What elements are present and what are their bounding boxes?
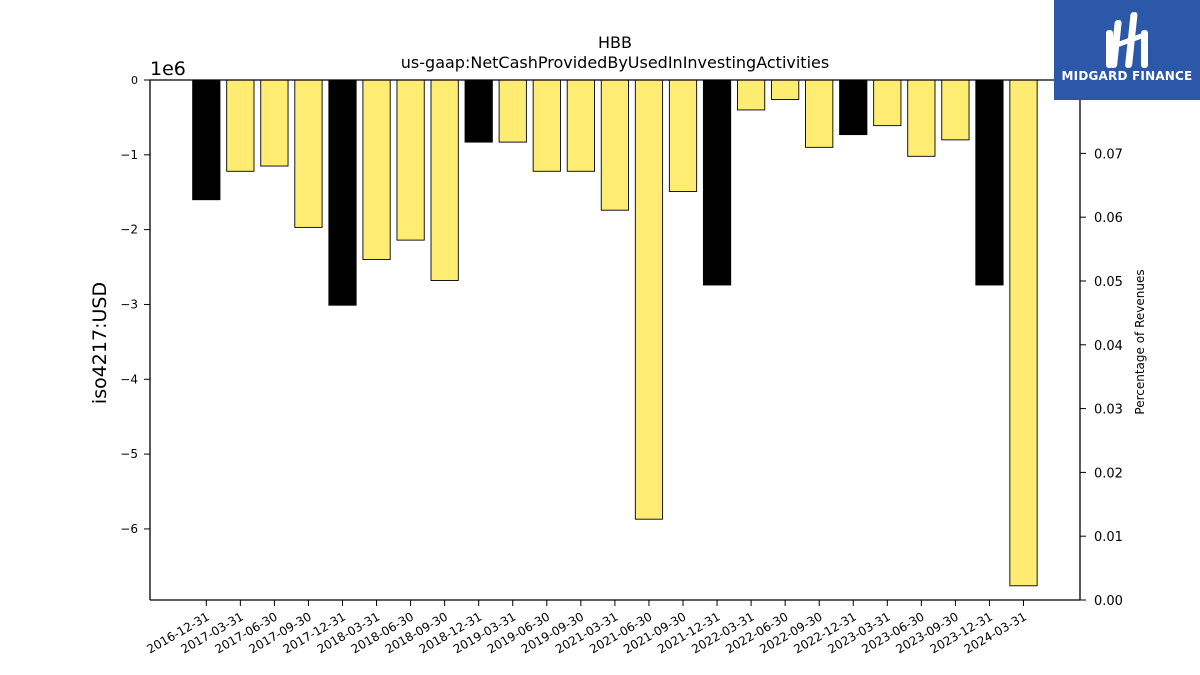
- y2-tick-label-0.01: 0.01: [1094, 530, 1123, 545]
- bar-2021-03-31: [600, 79, 629, 211]
- y-tick-label-0: 0: [131, 74, 138, 87]
- bar-2019-09-30: [566, 79, 595, 172]
- y2-axis-label: Percentage of Revenues: [1133, 269, 1147, 414]
- y-axis-label: iso4217:USD: [89, 282, 111, 404]
- bar-2019-03-31: [498, 79, 527, 143]
- bar-2017-06-30: [260, 79, 289, 167]
- bars-layer: [192, 79, 1038, 587]
- midgard-m-icon: [1106, 12, 1148, 68]
- bar-2018-03-31: [362, 79, 391, 261]
- bar-2016-12-31: [192, 79, 221, 201]
- bar-2021-09-30: [668, 79, 698, 192]
- y-tick-label--4: −4: [120, 372, 138, 386]
- bar-2023-09-30: [941, 79, 970, 141]
- y2-tick-label-0.03: 0.03: [1094, 403, 1123, 418]
- y-tick-label--5: −5: [120, 447, 138, 461]
- y-tick-label--3: −3: [120, 297, 138, 311]
- y2-tick-label-0.04: 0.04: [1094, 339, 1123, 354]
- bar-2023-12-31: [975, 79, 1004, 286]
- bar-2023-06-30: [907, 79, 936, 157]
- bar-2018-06-30: [396, 79, 425, 241]
- bar-2022-12-31: [839, 79, 868, 136]
- bar-2022-03-31: [737, 79, 766, 111]
- bar-2023-03-31: [873, 79, 902, 127]
- bar-2017-09-30: [294, 79, 323, 228]
- bar-2019-06-30: [532, 79, 561, 172]
- y-tick-label--1: −1: [120, 148, 138, 162]
- bar-2021-12-31: [702, 79, 732, 286]
- y-offset-label: 1e6: [150, 58, 186, 80]
- midgard-finance-logo: MIDGARD FINANCE: [1054, 0, 1200, 100]
- bar-2018-12-31: [464, 79, 493, 143]
- y-tick-label--6: −6: [120, 522, 138, 536]
- logo-text: MIDGARD FINANCE: [1061, 69, 1193, 83]
- bar-2021-06-30: [634, 79, 664, 520]
- y2-tick-label-0.07: 0.07: [1094, 147, 1123, 162]
- y-tick-label--2: −2: [120, 223, 138, 237]
- bar-2018-09-30: [430, 79, 459, 281]
- chart-title: HBB: [598, 33, 632, 52]
- y2-tick-label-0.00: 0.00: [1094, 594, 1123, 609]
- bar-2022-09-30: [805, 79, 834, 148]
- bar-2017-12-31: [328, 79, 357, 306]
- bar-2022-06-30: [771, 79, 800, 100]
- bar-2024-03-31: [1009, 79, 1038, 587]
- y2-tick-label-0.06: 0.06: [1094, 211, 1123, 226]
- y2-tick-label-0.02: 0.02: [1094, 466, 1123, 481]
- bar-2017-03-31: [226, 79, 255, 172]
- y2-tick-label-0.05: 0.05: [1094, 275, 1123, 290]
- chart-subtitle: us-gaap:NetCashProvidedByUsedInInvesting…: [401, 53, 829, 72]
